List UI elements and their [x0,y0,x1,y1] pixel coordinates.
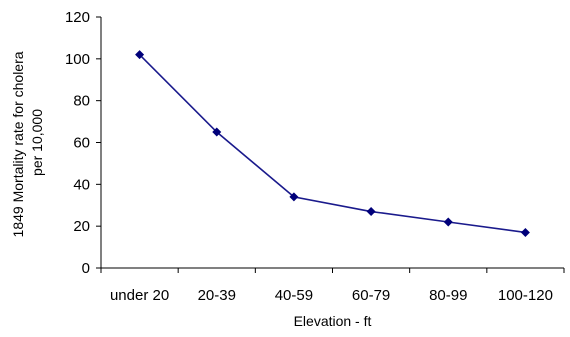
x-tick-label: 80-99 [429,287,467,304]
data-point-marker [135,50,145,60]
x-tick-label: 60-79 [352,287,390,304]
plot-area: 0 20 40 60 80 100 120 under 20 20-39 40-59 60-79 8… [65,9,565,304]
data-point-marker [212,127,222,137]
y-tick-label: 60 [73,135,90,152]
y-tick-label: 40 [73,176,90,193]
y-axis-title-line-1: 1849 Mortality rate for cholera [10,51,26,237]
data-point-marker [520,227,530,237]
y-tick-label: 100 [65,51,90,68]
y-axis-title-line-2: per 10,000 [29,109,45,176]
y-ticks: 0 20 40 60 80 100 120 [65,9,101,277]
x-ticks: under 20 20-39 40-59 60-79 80-99 100-120 [100,268,565,304]
x-tick-label: under 20 [110,287,169,304]
y-tick-label: 20 [73,218,90,235]
y-tick-label: 0 [82,260,90,277]
series-group [135,50,530,237]
y-tick-label: 80 [73,93,90,110]
x-tick-label: 20-39 [198,287,236,304]
x-axis-title: Elevation - ft [294,313,372,329]
data-point-marker [366,207,376,217]
data-point-marker [443,217,453,227]
y-tick-label: 120 [65,9,90,26]
x-tick-label: 40-59 [275,287,313,304]
x-tick-label: 100-120 [498,287,553,304]
data-point-marker [289,192,299,202]
series-line [139,54,526,234]
y-axis-title: 1849 Mortality rate for cholera per 10,0… [10,48,45,238]
